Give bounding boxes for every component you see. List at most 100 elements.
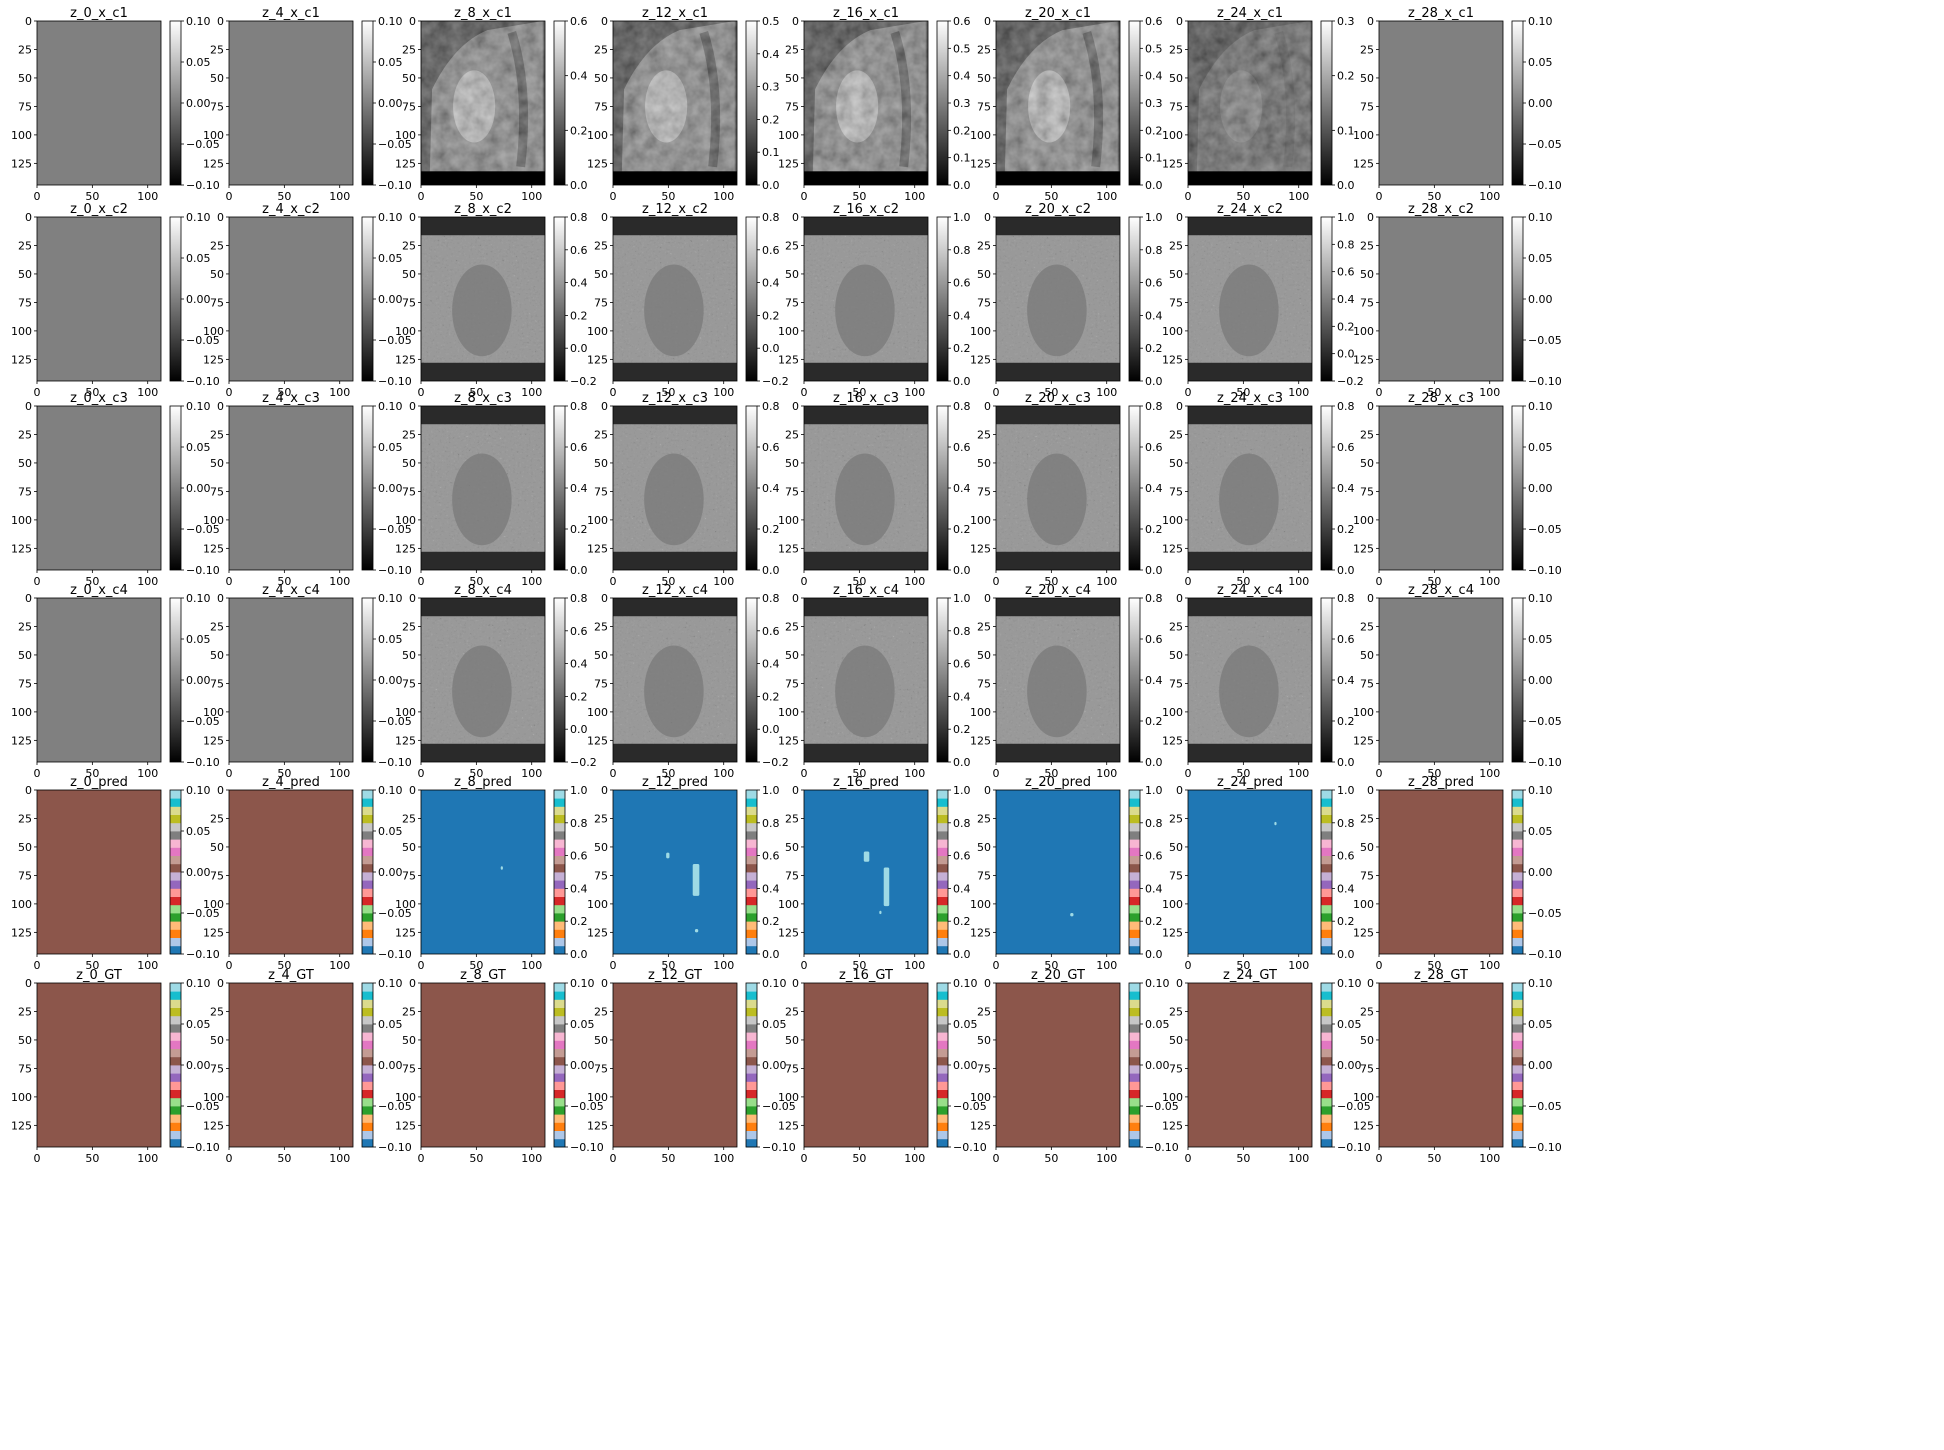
colorbar-swatch xyxy=(1129,1138,1140,1148)
y-tick-label: 50 xyxy=(402,457,416,470)
panel-z_0_x_c1: z_0_x_c1 0 25 50 75 100 125 0 50 100 0.10 0.05 0.00 −… xyxy=(11,6,220,203)
empty-image xyxy=(229,598,353,762)
x-tick-label: 0 xyxy=(418,959,425,972)
x-tick-label: 100 xyxy=(1096,767,1117,780)
colorbar-swatch xyxy=(746,1138,757,1148)
label-map xyxy=(613,983,737,1147)
y-tick-label: 125 xyxy=(970,157,991,170)
y-tick-label: 0 xyxy=(984,977,991,990)
colorbar-tick-label: 0.4 xyxy=(570,882,588,895)
colorbar-tick-label: 0.05 xyxy=(1528,825,1553,838)
y-tick-label: 100 xyxy=(1162,325,1183,338)
panel-title: z_28_x_c1 xyxy=(1408,6,1474,21)
colorbar-swatch xyxy=(746,1089,757,1099)
colorbar-swatch xyxy=(554,1138,565,1148)
y-tick-label: 100 xyxy=(395,129,416,142)
panel-image xyxy=(613,598,737,762)
y-tick-label: 0 xyxy=(1367,400,1374,413)
colorbar-tick-label: 0.2 xyxy=(1337,70,1355,83)
panel-z_0_x_c4: z_0_x_c4 0 25 50 75 100 125 0 50 100 0.10 0.05 0.00 −… xyxy=(11,583,220,780)
colorbar-swatch xyxy=(1512,790,1523,799)
bottom-band xyxy=(1188,743,1312,762)
colorbar-swatch xyxy=(170,798,181,807)
colorbar-swatch xyxy=(554,1106,565,1115)
colorbar-swatch xyxy=(1129,913,1140,922)
panel-image xyxy=(1188,21,1312,185)
colorbar-tick-label: 0.10 xyxy=(1145,977,1170,990)
colorbar-swatch xyxy=(1321,1056,1332,1066)
colorbar-swatch xyxy=(362,991,373,1000)
y-tick-label: 100 xyxy=(778,706,799,719)
colorbar-swatch xyxy=(554,896,565,906)
axes-frame xyxy=(228,20,354,186)
x-tick-label: 100 xyxy=(1479,386,1500,399)
colorbar-tick-label: 0.4 xyxy=(570,70,588,83)
colorbar-tick-label: 1.0 xyxy=(953,592,971,605)
y-tick-label: 100 xyxy=(1162,898,1183,911)
colorbar-tick-label: 0.2 xyxy=(1337,523,1355,536)
colorbar-swatch xyxy=(1321,937,1332,947)
panel-image xyxy=(804,598,928,762)
colorbar-swatch xyxy=(554,1015,565,1025)
colorbar-gradient xyxy=(937,21,948,185)
x-tick-label: 50 xyxy=(469,767,483,780)
colorbar-swatch xyxy=(1512,1048,1523,1058)
colorbar-tick-label: 0.6 xyxy=(1145,441,1163,454)
colorbar-swatch xyxy=(937,999,948,1008)
x-tick-label: 100 xyxy=(713,190,734,203)
x-tick-label: 50 xyxy=(1427,575,1441,588)
panel-z_4_x_c2: z_4_x_c2 0 25 50 75 100 125 0 50 100 0.10 0.05 0.00 −… xyxy=(203,202,412,399)
y-tick-label: 0 xyxy=(1176,977,1183,990)
colorbar-swatch xyxy=(170,1097,181,1107)
colorbar-tick-label: 1.0 xyxy=(1145,784,1163,797)
x-tick-label: 50 xyxy=(852,386,866,399)
colorbar-swatch xyxy=(1321,1122,1332,1131)
colorbar-swatch xyxy=(362,872,373,881)
colorbar-tick-label: −0.10 xyxy=(762,1141,796,1154)
panel-title: z_8_x_c4 xyxy=(454,583,512,598)
colorbar-swatch xyxy=(362,896,373,906)
colorbar-tick-label: −0.05 xyxy=(1528,715,1562,728)
bottom-band xyxy=(804,743,928,762)
colorbar-tick-label: 0.6 xyxy=(1145,277,1163,290)
y-tick-label: 75 xyxy=(594,485,608,498)
x-tick-label: 50 xyxy=(277,767,291,780)
texture xyxy=(613,21,737,185)
axes-frame xyxy=(995,405,1121,571)
colorbar-frame xyxy=(936,216,949,382)
colorbar-swatch xyxy=(1129,888,1140,897)
x-tick-label: 100 xyxy=(137,959,158,972)
colorbar-swatch xyxy=(170,999,181,1008)
panel-image xyxy=(1188,406,1312,570)
colorbar-swatch xyxy=(1512,798,1523,807)
colorbar-swatch xyxy=(746,790,757,799)
colorbar-swatch xyxy=(1512,831,1523,840)
y-tick-label: 100 xyxy=(11,325,32,338)
panel-image xyxy=(421,598,545,762)
colorbar-tick-label: 0.10 xyxy=(378,784,403,797)
colorbar: 0.10 0.05 0.00 −0.05 −0.10 xyxy=(361,784,412,961)
panel-title: z_24_GT xyxy=(1223,968,1277,983)
y-tick-label: 0 xyxy=(217,977,224,990)
colorbar-tick-label: −0.10 xyxy=(186,375,220,388)
colorbar-tick-label: 0.4 xyxy=(1145,882,1163,895)
panel-z_16_GT: z_16_GT 0 25 50 75 100 125 0 50 100 0.10 0.05 0.00 −0… xyxy=(778,968,987,1165)
colorbar-tick-label: 0.2 xyxy=(1145,124,1163,137)
panel-title: z_4_x_c4 xyxy=(262,583,320,598)
colorbar-swatch xyxy=(937,1065,948,1074)
colorbar-tick-label: 0.4 xyxy=(762,48,780,61)
colorbar-tick-label: −0.10 xyxy=(186,1141,220,1154)
colorbar: 0.10 0.05 0.00 −0.05 −0.10 xyxy=(745,977,796,1154)
colorbar-tick-label: 0.6 xyxy=(1337,266,1355,279)
y-tick-label: 25 xyxy=(785,1005,799,1018)
bottom-band xyxy=(1188,171,1312,185)
colorbar-swatch xyxy=(1321,790,1332,799)
y-tick-label: 25 xyxy=(785,43,799,56)
colorbar-swatch xyxy=(1512,880,1523,889)
background-label xyxy=(996,790,1120,954)
colorbar-swatch xyxy=(746,1048,757,1058)
colorbar-swatch xyxy=(554,872,565,881)
y-tick-label: 0 xyxy=(409,400,416,413)
colorbar-tick-label: 0.6 xyxy=(762,244,780,257)
panel-z_4_pred: z_4_pred 0 25 50 75 100 125 0 50 100 0.10 0.05 0.00 −… xyxy=(203,775,412,972)
